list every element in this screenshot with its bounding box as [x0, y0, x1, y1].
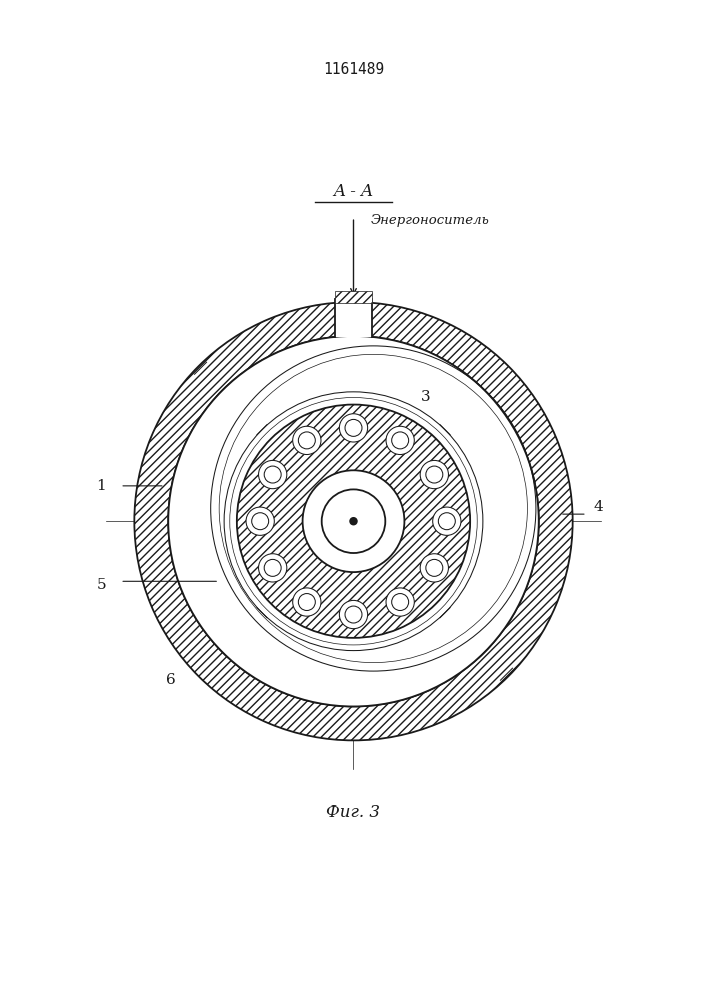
Circle shape [339, 600, 368, 629]
Circle shape [386, 588, 414, 616]
Bar [335, 291, 372, 303]
Text: 1: 1 [96, 479, 106, 493]
Circle shape [264, 559, 281, 576]
Circle shape [168, 336, 539, 706]
Circle shape [298, 432, 315, 449]
Bar [335, 296, 372, 337]
Circle shape [386, 426, 414, 455]
Circle shape [339, 414, 368, 442]
Circle shape [392, 594, 409, 611]
Circle shape [293, 588, 321, 616]
Circle shape [252, 513, 269, 530]
Circle shape [349, 517, 358, 525]
Circle shape [259, 554, 287, 582]
Circle shape [433, 507, 461, 535]
Circle shape [322, 489, 385, 553]
Circle shape [392, 432, 409, 449]
Circle shape [438, 513, 455, 530]
Text: Фиг. 3: Фиг. 3 [327, 804, 380, 821]
Circle shape [298, 594, 315, 611]
Circle shape [426, 466, 443, 483]
Circle shape [264, 466, 281, 483]
Circle shape [259, 460, 287, 489]
Circle shape [420, 554, 448, 582]
Circle shape [426, 559, 443, 576]
Circle shape [420, 460, 448, 489]
Text: 3: 3 [421, 390, 431, 404]
Circle shape [345, 419, 362, 436]
Text: A - A: A - A [334, 183, 373, 200]
Circle shape [246, 507, 274, 535]
Text: 6: 6 [165, 673, 175, 687]
Circle shape [293, 426, 321, 455]
Text: 4: 4 [594, 500, 604, 514]
Text: 1161489: 1161489 [323, 62, 384, 77]
Circle shape [345, 606, 362, 623]
Text: 5: 5 [96, 578, 106, 592]
Text: Энергоноситель: Энергоноситель [371, 214, 490, 227]
